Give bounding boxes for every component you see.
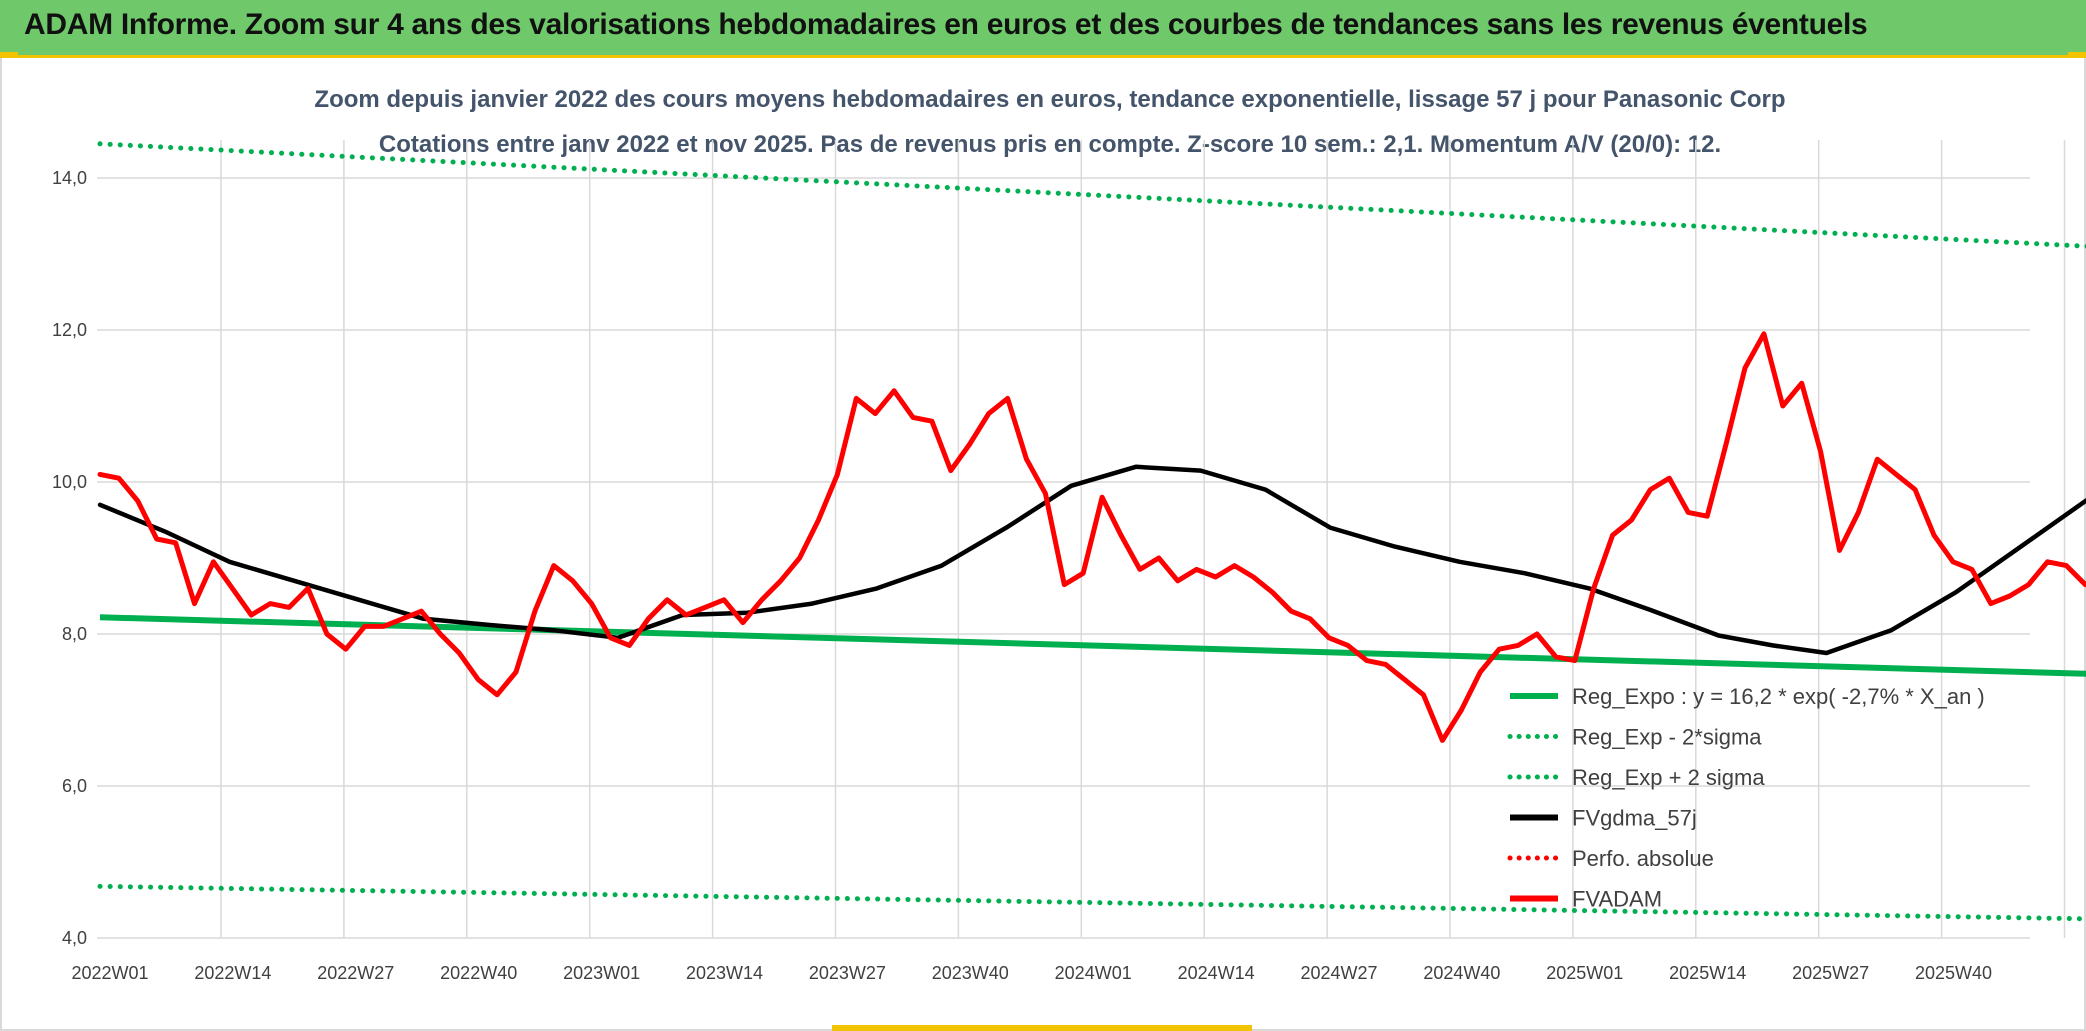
x-tick-label: 2023W40	[932, 963, 1009, 983]
fvgdma-line	[97, 464, 2086, 656]
x-tick-label: 2025W27	[1792, 963, 1869, 983]
y-tick-label: 14,0	[52, 168, 87, 188]
x-tick-label: 2025W01	[1546, 963, 1623, 983]
corner-accent-left	[0, 52, 18, 58]
x-tick-label: 2023W14	[686, 963, 763, 983]
legend: Reg_Expo : y = 16,2 * exp( -2,7% * X_an …	[1507, 684, 1985, 912]
legend-label: FVADAM	[1572, 887, 1662, 912]
report-title: ADAM Informe. Zoom sur 4 ans des valoris…	[24, 8, 1868, 41]
x-tick-label: 2025W40	[1915, 963, 1992, 983]
corner-accent-right	[2068, 52, 2086, 58]
legend-label: Perfo. absolue	[1572, 846, 1714, 871]
x-tick-label: 2022W40	[440, 963, 517, 983]
x-tick-label: 2024W01	[1055, 963, 1132, 983]
x-tick-label: 2024W40	[1423, 963, 1500, 983]
x-axis: 2022W01 2022W14 2022W27 2022W40 2023W01 2023W…	[71, 963, 1992, 983]
x-tick-label: 2025W14	[1669, 963, 1746, 983]
x-tick-label: 2023W01	[563, 963, 640, 983]
x-tick-label: 2022W14	[194, 963, 271, 983]
x-tick-label: 2022W27	[317, 963, 394, 983]
legend-label: FVgdma_57j	[1572, 806, 1697, 831]
legend-label: Reg_Exp + 2 sigma	[1572, 765, 1765, 790]
x-tick-label: 2022W01	[71, 963, 148, 983]
y-axis: 4,0 6,0 8,0 10,0 12,0 14,0	[52, 168, 87, 948]
legend-label: Reg_Expo : y = 16,2 * exp( -2,7% * X_an …	[1572, 684, 1985, 709]
y-tick-label: 10,0	[52, 472, 87, 492]
grid	[97, 140, 2066, 939]
lower-band-line	[97, 883, 2086, 922]
chart-title: Zoom depuis janvier 2022 des cours moyen…	[314, 86, 1785, 113]
regression-line	[99, 614, 2086, 677]
report-banner: ADAM Informe. Zoom sur 4 ans des valoris…	[0, 0, 2086, 58]
x-tick-label: 2023W27	[809, 963, 886, 983]
legend-label: Reg_Exp - 2*sigma	[1572, 725, 1762, 750]
y-tick-label: 6,0	[62, 776, 87, 796]
bottom-accent	[832, 1025, 1252, 1031]
chart-subtitle: Cotations entre janv 2022 et nov 2025. P…	[379, 131, 1721, 158]
y-tick-label: 12,0	[52, 320, 87, 340]
x-tick-label: 2024W14	[1178, 963, 1255, 983]
series-group	[97, 141, 2086, 922]
y-tick-label: 8,0	[62, 624, 87, 644]
fvadam-line	[97, 331, 2086, 743]
y-tick-label: 4,0	[62, 928, 87, 948]
upper-band-line	[97, 141, 2086, 249]
x-tick-label: 2024W27	[1300, 963, 1377, 983]
